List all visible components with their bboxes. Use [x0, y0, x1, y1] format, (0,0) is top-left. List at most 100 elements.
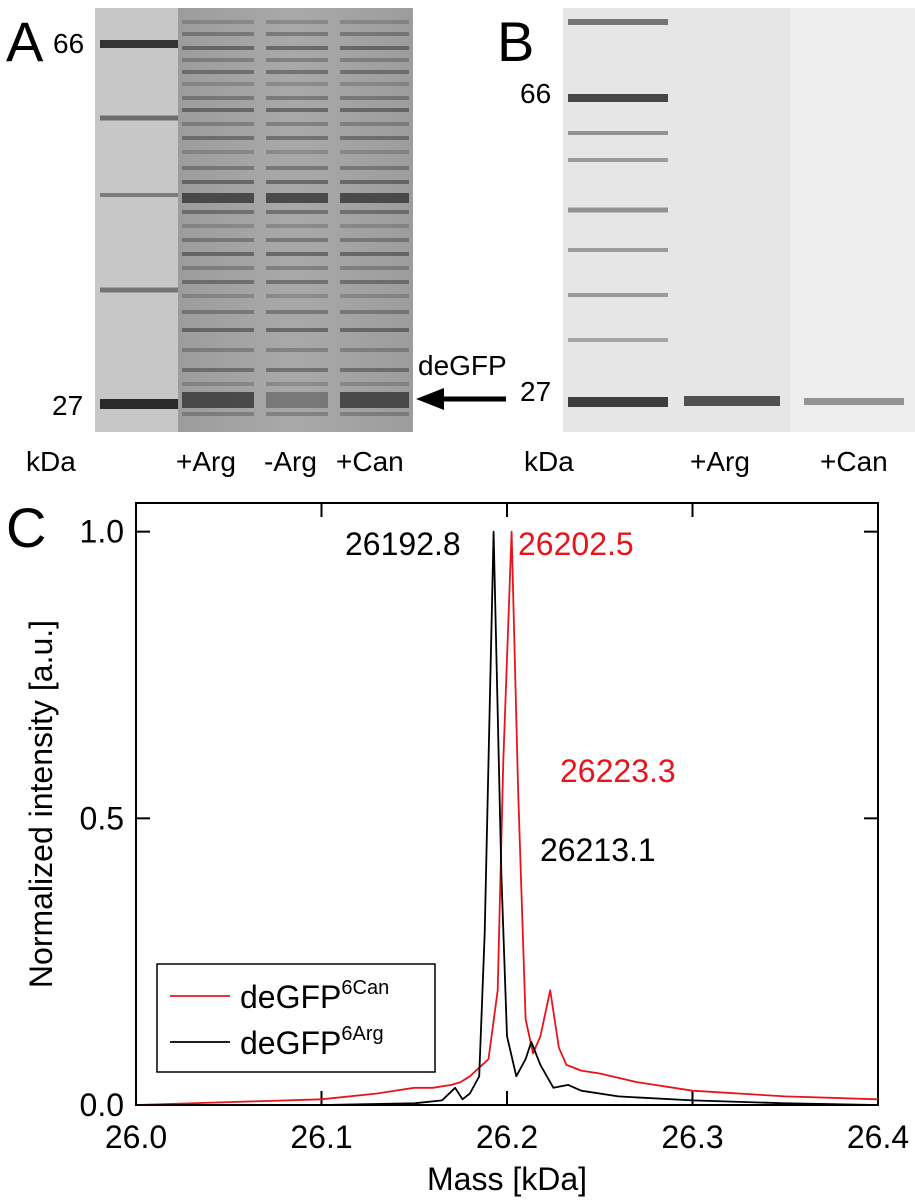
- sample-band-a: [266, 193, 328, 203]
- sample-band-a: [182, 46, 254, 50]
- sample-band-a: [266, 252, 328, 256]
- x-axis-label: Mass [kDa]: [427, 1161, 587, 1197]
- sample-band-a: [340, 122, 409, 126]
- sample-band-a: [182, 108, 254, 112]
- sample-band-a: [266, 348, 328, 352]
- x-axis: 26.0 26.1 26.2 26.3 26.4: [105, 503, 909, 1155]
- ladder-band-a: [100, 193, 178, 197]
- sample-band-a: [340, 58, 409, 62]
- sample-band-a: [182, 96, 254, 100]
- lane-label-arg-plus-a: +Arg: [176, 446, 236, 477]
- sample-band-a: [266, 210, 328, 214]
- legend: deGFP6Can deGFP6Arg: [156, 963, 436, 1073]
- sample-band-a: [340, 193, 409, 203]
- y-tick-label: 0.5: [80, 800, 124, 836]
- sample-band-a: [182, 82, 254, 86]
- sample-band-a: [266, 310, 328, 314]
- lane-label-arg-plus-b: +Arg: [690, 446, 750, 477]
- legend-entry-arg-base: deGFP: [240, 1025, 341, 1061]
- sample-band-a: [182, 400, 254, 408]
- ladder-band-a: [100, 40, 178, 48]
- sample-band-a: [182, 136, 254, 140]
- lane-label-kda-b: kDa: [524, 446, 574, 477]
- lane-label-can-plus-a: +Can: [336, 446, 404, 477]
- peak-label: 26192.8: [345, 526, 461, 562]
- sample-band-a: [182, 382, 254, 386]
- gel-image-a: [95, 8, 413, 432]
- sample-band-a: [266, 82, 328, 86]
- sample-band-a: [266, 328, 328, 332]
- sample-band-a: [182, 193, 254, 203]
- sample-band-a: [182, 294, 254, 298]
- sample-band-a: [340, 166, 409, 170]
- marker-66-label-b: 66: [520, 78, 552, 109]
- sample-band-a: [266, 400, 328, 408]
- legend-box: [156, 963, 436, 1073]
- sample-band-a: [182, 180, 254, 184]
- sample-band-a: [182, 150, 254, 154]
- sample-band-a: [182, 238, 254, 242]
- legend-entry-arg-sup: 6Arg: [341, 1023, 383, 1045]
- marker-27-label-b: 27: [520, 376, 552, 407]
- sample-band-a: [182, 280, 254, 284]
- y-tick-label: 0.0: [80, 1087, 124, 1123]
- sample-band-a: [340, 238, 409, 242]
- x-tick-label: 26.1: [290, 1119, 352, 1155]
- sample-band-a: [266, 238, 328, 242]
- sample-band-a: [340, 82, 409, 86]
- legend-entry-can: deGFP6Can: [240, 977, 389, 1015]
- sample-band-a: [182, 368, 254, 372]
- lane-label-kda-a: kDa: [26, 446, 76, 477]
- sample-band-a: [182, 122, 254, 126]
- peak-label: 26202.5: [518, 526, 634, 562]
- sample-band-a: [266, 32, 328, 36]
- sample-band-a: [340, 382, 409, 386]
- sample-band-a: [340, 46, 409, 50]
- sample-band-a: [182, 166, 254, 170]
- peak-label: 26213.1: [540, 832, 656, 868]
- y-axis-label: Normalized intensity [a.u.]: [23, 620, 59, 988]
- y-axis: 0.0 0.5 1.0: [80, 514, 878, 1123]
- lane-label-can-plus-b: +Can: [820, 446, 888, 477]
- sample-band-a: [266, 108, 328, 112]
- sample-band-a: [266, 122, 328, 126]
- peak-label: 26223.3: [560, 753, 676, 789]
- sample-band-a: [340, 400, 409, 408]
- sample-band-a: [182, 210, 254, 214]
- peak-annotations: 26192.8 26202.5 26223.3 26213.1: [345, 526, 676, 868]
- sample-band-a: [340, 180, 409, 184]
- legend-entry-can-base: deGFP: [240, 979, 341, 1015]
- sample-band-a: [266, 96, 328, 100]
- sample-band-a: [340, 252, 409, 256]
- ladder-band-a: [100, 287, 178, 293]
- sample-band-a: [340, 266, 409, 270]
- marker-66-label-a: 66: [53, 28, 85, 59]
- sample-band-a: [266, 136, 328, 140]
- x-tick-label: 26.2: [476, 1119, 538, 1155]
- panel-letter-a: A: [6, 10, 44, 73]
- sample-band-a: [266, 266, 328, 270]
- legend-entry-can-sup: 6Can: [341, 977, 389, 999]
- degfp-arrow-label: deGFP: [418, 350, 507, 381]
- marker-27-label-a: 27: [52, 390, 84, 421]
- sample-band-a: [340, 150, 409, 154]
- sample-band-a: [266, 70, 328, 74]
- panel-letter-b: B: [497, 10, 535, 73]
- degfp-arrow-icon: [416, 388, 506, 410]
- sample-band-a: [182, 310, 254, 314]
- series-line-6arg: [136, 530, 879, 1106]
- x-tick-label: 26.3: [661, 1119, 723, 1155]
- sample-band-a: [266, 20, 328, 24]
- sample-band-a: [182, 70, 254, 74]
- sample-band-a: [340, 392, 409, 400]
- plot-frame: [135, 502, 879, 1106]
- sample-band-a: [266, 392, 328, 400]
- sample-band-a: [340, 348, 409, 352]
- sample-band-a: [266, 150, 328, 154]
- sample-band-a: [340, 136, 409, 140]
- lane-label-arg-minus-a: -Arg: [264, 446, 317, 477]
- series-line-6can: [135, 530, 879, 1106]
- sample-band-a: [266, 294, 328, 298]
- sample-band-a: [340, 20, 409, 24]
- legend-entry-arg: deGFP6Arg: [240, 1023, 384, 1061]
